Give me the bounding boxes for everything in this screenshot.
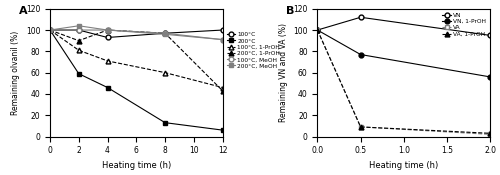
Legend: VN, VN, 1-PrOH, VA, VA, 1-PrOH: VN, VN, 1-PrOH, VA, VA, 1-PrOH: [442, 12, 487, 38]
VN, 1-PrOH: [358, 54, 364, 56]
VA: [487, 133, 493, 135]
200°C, MeOH: [76, 25, 82, 27]
VA: [314, 29, 320, 31]
Y-axis label: Remaining VN and VA (%): Remaining VN and VA (%): [278, 23, 287, 122]
100°C, MeOH: [47, 29, 53, 31]
100°C: [47, 29, 53, 31]
Line: 100°C, 1-PrOH: 100°C, 1-PrOH: [48, 28, 225, 90]
Line: 200°C, 1-PrOH: 200°C, 1-PrOH: [48, 28, 225, 93]
X-axis label: Heating time (h): Heating time (h): [102, 161, 171, 170]
VN, 1-PrOH: [487, 76, 493, 78]
VA: [358, 126, 364, 128]
VN: [487, 34, 493, 36]
100°C: [220, 29, 226, 31]
100°C, MeOH: [104, 29, 110, 31]
VA, 1-PrOH: [314, 29, 320, 31]
100°C, 1-PrOH: [220, 86, 226, 89]
VA, 1-PrOH: [358, 126, 364, 128]
200°C: [76, 73, 82, 75]
100°C, MeOH: [162, 32, 168, 34]
Line: VN, 1-PrOH: VN, 1-PrOH: [315, 28, 492, 79]
200°C, MeOH: [162, 33, 168, 35]
100°C, 1-PrOH: [76, 49, 82, 51]
100°C: [104, 36, 110, 38]
200°C: [162, 122, 168, 124]
X-axis label: Heating time (h): Heating time (h): [369, 161, 438, 170]
VA, 1-PrOH: [487, 132, 493, 134]
100°C: [162, 32, 168, 34]
200°C: [47, 29, 53, 31]
200°C, 1-PrOH: [162, 32, 168, 34]
Line: VA: VA: [315, 28, 492, 137]
Legend: 100°C, 200°C, 100°C, 1-PrOH, 200°C, 1-PrOH, 100°C, MeOH, 200°C, MeOH: 100°C, 200°C, 100°C, 1-PrOH, 200°C, 1-Pr…: [226, 31, 281, 70]
VN, 1-PrOH: [314, 29, 320, 31]
Line: 100°C, MeOH: 100°C, MeOH: [48, 28, 225, 42]
200°C, 1-PrOH: [104, 29, 110, 31]
100°C: [76, 29, 82, 31]
200°C, 1-PrOH: [76, 40, 82, 42]
200°C: [220, 129, 226, 131]
Text: B: B: [286, 6, 295, 16]
100°C, 1-PrOH: [104, 60, 110, 62]
Line: VA, 1-PrOH: VA, 1-PrOH: [315, 28, 492, 136]
Text: A: A: [19, 6, 28, 16]
100°C, 1-PrOH: [47, 29, 53, 31]
200°C, MeOH: [47, 29, 53, 31]
200°C: [104, 86, 110, 89]
100°C, 1-PrOH: [162, 72, 168, 74]
100°C, MeOH: [76, 29, 82, 31]
Line: 100°C: 100°C: [48, 28, 225, 40]
200°C, MeOH: [104, 29, 110, 31]
200°C, 1-PrOH: [47, 29, 53, 31]
200°C, MeOH: [220, 38, 226, 41]
VN: [314, 29, 320, 31]
VN: [358, 16, 364, 18]
Line: VN: VN: [315, 15, 492, 38]
100°C, MeOH: [220, 38, 226, 41]
Line: 200°C, MeOH: 200°C, MeOH: [48, 23, 225, 42]
Line: 200°C: 200°C: [48, 28, 225, 132]
Y-axis label: Remaining olvanil (%): Remaining olvanil (%): [11, 30, 20, 115]
200°C, 1-PrOH: [220, 90, 226, 92]
